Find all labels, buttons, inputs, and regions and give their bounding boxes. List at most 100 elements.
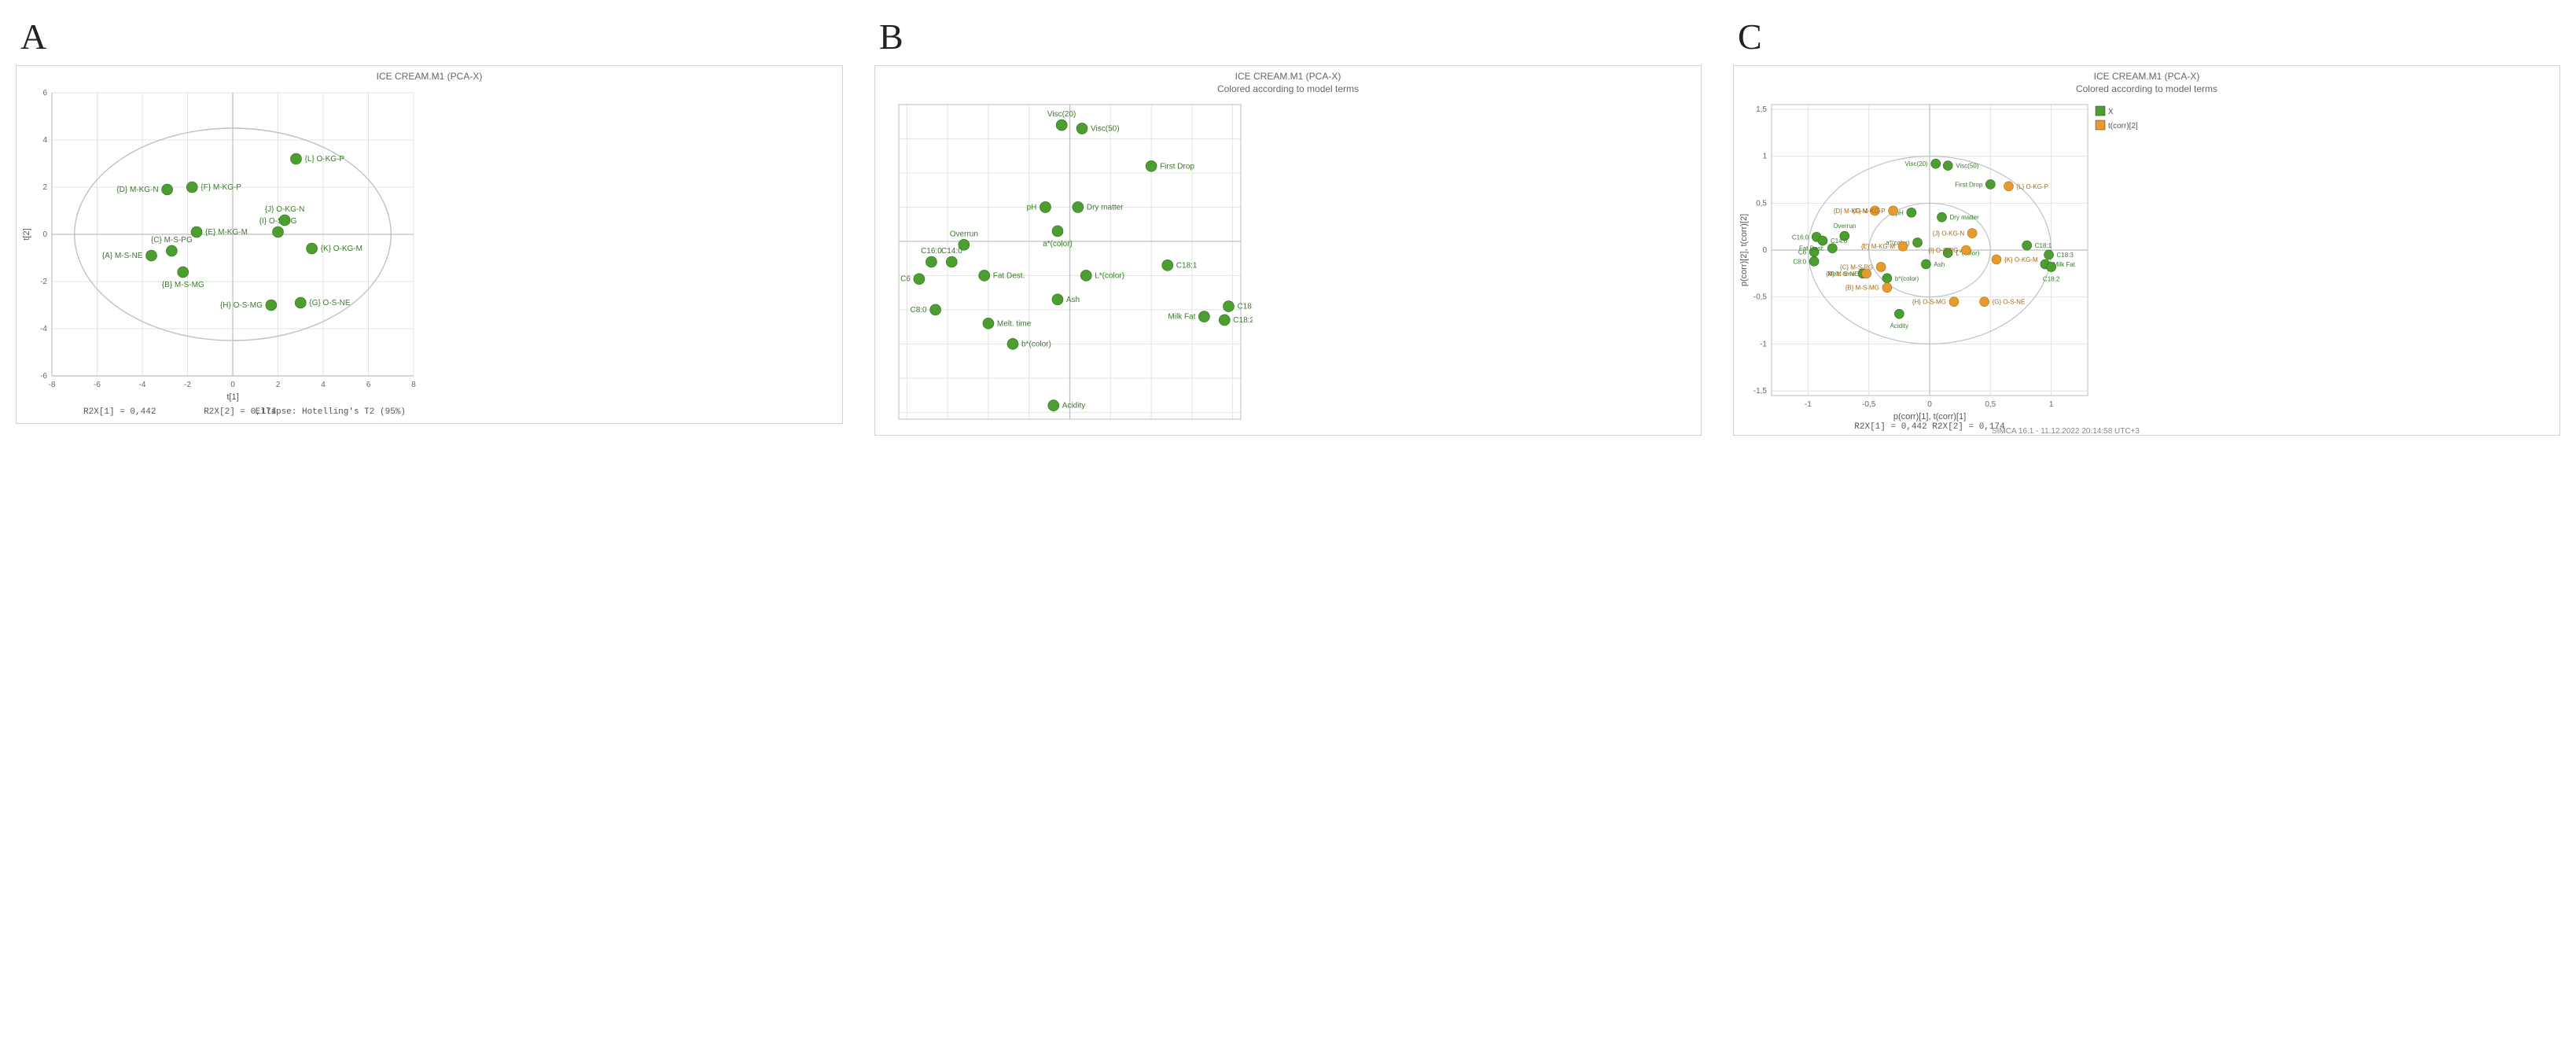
svg-text:Melt. time: Melt. time: [997, 319, 1032, 328]
panel-b-title: ICE CREAM.M1 (PCA-X): [875, 71, 1701, 83]
svg-text:C18:2: C18:2: [2043, 276, 2060, 283]
svg-text:0: 0: [42, 230, 47, 239]
svg-text:{H} O-S-MG: {H} O-S-MG: [220, 301, 263, 310]
svg-text:b*(color): b*(color): [1895, 275, 1919, 282]
svg-text:L*(color): L*(color): [1095, 272, 1124, 281]
svg-text:Visc(20): Visc(20): [1905, 160, 1929, 168]
svg-text:-4: -4: [40, 325, 47, 333]
svg-text:{C} M-S-PG: {C} M-S-PG: [1840, 264, 1873, 271]
svg-text:{B} M-S-MG: {B} M-S-MG: [1846, 285, 1879, 292]
svg-text:1,5: 1,5: [1756, 105, 1767, 114]
figure-row: A ICE CREAM.M1 (PCA-X) -8-6-4-202468-6-4…: [16, 16, 2560, 436]
svg-text:t(corr)[2]: t(corr)[2]: [2108, 122, 2138, 131]
svg-text:{B} M-S-MG: {B} M-S-MG: [162, 281, 204, 289]
svg-text:{E} M-KG-M: {E} M-KG-M: [205, 228, 248, 237]
svg-text:pH: pH: [1027, 204, 1037, 212]
panel-a: A ICE CREAM.M1 (PCA-X) -8-6-4-202468-6-4…: [16, 16, 843, 424]
svg-text:Visc(20): Visc(20): [1047, 110, 1076, 119]
svg-text:t[2]: t[2]: [22, 228, 31, 240]
svg-text:Ellipse: Hotelling's T2 (95%): Ellipse: Hotelling's T2 (95%): [256, 407, 406, 417]
panel-c-subtitle: Colored according to model terms: [1734, 83, 2559, 96]
svg-text:0: 0: [1762, 246, 1767, 255]
svg-text:C16:0: C16:0: [1792, 234, 1809, 241]
svg-text:0,5: 0,5: [1756, 200, 1767, 208]
svg-text:0,5: 0,5: [1985, 400, 1996, 409]
svg-text:C16:0: C16:0: [921, 247, 942, 256]
svg-text:X: X: [2108, 108, 2114, 116]
svg-text:{J} O-KG-N: {J} O-KG-N: [1933, 230, 1965, 237]
svg-text:First Drop: First Drop: [1160, 162, 1194, 171]
svg-text:C6: C6: [900, 275, 911, 284]
svg-text:1: 1: [2049, 400, 2054, 409]
svg-text:{J} O-KG-N: {J} O-KG-N: [265, 205, 305, 214]
panel-b: B ICE CREAM.M1 (PCA-X) Colored according…: [874, 16, 1702, 436]
svg-text:p(corr)[1], t(corr)[1]: p(corr)[1], t(corr)[1]: [1893, 412, 1966, 422]
svg-text:1: 1: [1762, 153, 1767, 161]
svg-text:{K} O-KG-M: {K} O-KG-M: [2004, 256, 2038, 263]
svg-text:{G} O-S-NE: {G} O-S-NE: [1993, 299, 2026, 306]
svg-text:Dry matter: Dry matter: [1949, 214, 1979, 221]
svg-text:C18:3: C18:3: [1237, 303, 1253, 311]
svg-text:Ash: Ash: [1066, 296, 1080, 304]
svg-text:-6: -6: [94, 381, 101, 389]
svg-text:{D} M-KG-N: {D} M-KG-N: [116, 186, 158, 194]
svg-text:Acidity: Acidity: [1062, 402, 1085, 411]
svg-text:R2X[1] = 0,442: R2X[1] = 0,442: [83, 407, 156, 417]
panel-c-title: ICE CREAM.M1 (PCA-X): [1734, 71, 2559, 83]
svg-text:{I} O-S-PG: {I} O-S-PG: [259, 217, 297, 226]
svg-text:C8:0: C8:0: [910, 306, 927, 315]
svg-text:C14:0: C14:0: [941, 247, 962, 256]
svg-text:Visc(50): Visc(50): [1956, 163, 1979, 170]
svg-text:{F} M-KG-P: {F} M-KG-P: [1853, 208, 1885, 215]
svg-text:{F} M-KG-P: {F} M-KG-P: [201, 183, 241, 192]
svg-text:{A} M-S-NE: {A} M-S-NE: [102, 252, 143, 260]
svg-text:C18:1: C18:1: [1176, 262, 1198, 271]
svg-text:b*(color): b*(color): [1021, 341, 1051, 349]
svg-text:C8:0: C8:0: [1793, 259, 1806, 266]
svg-text:Visc(50): Visc(50): [1091, 125, 1120, 134]
svg-text:{H} O-S-MG: {H} O-S-MG: [1912, 299, 1946, 306]
panel-b-letter: B: [879, 16, 1702, 57]
panel-c-letter: C: [1738, 16, 2560, 57]
panel-b-chart: ICE CREAM.M1 (PCA-X) Colored according t…: [874, 65, 1702, 436]
svg-text:-1: -1: [1760, 341, 1767, 349]
svg-text:6: 6: [366, 381, 371, 389]
svg-text:6: 6: [42, 89, 47, 98]
panel-a-letter: A: [20, 16, 843, 57]
svg-text:-0,5: -0,5: [1754, 293, 1768, 302]
svg-text:Dry matter: Dry matter: [1087, 204, 1124, 212]
svg-text:{I} O-S-PG: {I} O-S-PG: [1928, 247, 1958, 254]
svg-text:-8: -8: [49, 381, 56, 389]
svg-text:2: 2: [276, 381, 281, 389]
svg-text:Fat Dest.: Fat Dest.: [1799, 245, 1824, 252]
panel-a-chart: ICE CREAM.M1 (PCA-X) -8-6-4-202468-6-4-2…: [16, 65, 843, 424]
svg-text:{L} O-KG-P: {L} O-KG-P: [305, 155, 345, 164]
panel-c-chart: ICE CREAM.M1 (PCA-X) Colored according t…: [1733, 65, 2560, 436]
svg-text:-1: -1: [1805, 400, 1812, 409]
svg-text:{L} O-KG-P: {L} O-KG-P: [2017, 183, 2048, 190]
svg-text:{E} M-KG-M: {E} M-KG-M: [1861, 243, 1895, 250]
svg-text:-1,5: -1,5: [1754, 387, 1768, 396]
svg-text:-2: -2: [40, 278, 47, 286]
svg-text:2: 2: [42, 183, 47, 192]
svg-text:R2X[1] = 0,442 R2X[2] = 0,174: R2X[1] = 0,442 R2X[2] = 0,174: [1854, 422, 2005, 432]
svg-text:4: 4: [42, 136, 47, 145]
svg-text:{A} M-S-NE: {A} M-S-NE: [1826, 271, 1858, 278]
svg-text:{C} M-S-PG: {C} M-S-PG: [151, 236, 193, 245]
svg-text:Fat Dest.: Fat Dest.: [993, 272, 1025, 281]
svg-text:p(corr)[2], t(corr)[2]: p(corr)[2], t(corr)[2]: [1739, 214, 1749, 286]
svg-text:Milk Fat: Milk Fat: [1168, 313, 1195, 322]
svg-text:4: 4: [321, 381, 326, 389]
svg-text:a*(color): a*(color): [1043, 240, 1073, 249]
svg-text:t[1]: t[1]: [226, 392, 238, 402]
svg-text:8: 8: [411, 381, 416, 389]
svg-text:0: 0: [1927, 400, 1932, 409]
svg-text:C18:3: C18:3: [2057, 252, 2074, 259]
panel-b-subtitle: Colored according to model terms: [875, 83, 1701, 96]
svg-text:0: 0: [230, 381, 235, 389]
svg-text:-0,5: -0,5: [1862, 400, 1876, 409]
svg-text:-4: -4: [139, 381, 146, 389]
svg-text:{G} O-S-NE: {G} O-S-NE: [309, 299, 351, 307]
svg-text:Overrun: Overrun: [950, 230, 978, 238]
svg-text:Acidity: Acidity: [1890, 322, 1909, 330]
